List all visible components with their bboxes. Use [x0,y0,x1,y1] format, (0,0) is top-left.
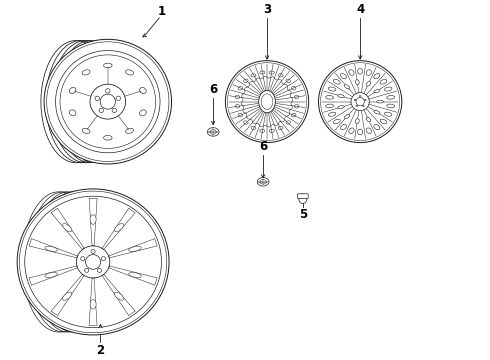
Ellipse shape [387,95,394,99]
Ellipse shape [257,177,269,186]
Text: 4: 4 [356,3,364,16]
Ellipse shape [387,104,394,108]
Text: 6: 6 [259,140,267,153]
Ellipse shape [115,224,123,232]
Ellipse shape [299,194,307,203]
Ellipse shape [374,111,380,114]
Text: 6: 6 [209,83,217,96]
Ellipse shape [334,119,340,124]
Ellipse shape [377,100,384,103]
Ellipse shape [366,117,370,122]
Ellipse shape [338,106,344,109]
Ellipse shape [45,246,57,251]
Ellipse shape [344,114,350,118]
Text: 3: 3 [263,3,271,16]
Ellipse shape [374,89,380,93]
Ellipse shape [374,125,380,130]
Ellipse shape [129,273,141,278]
Ellipse shape [259,91,275,113]
Text: 2: 2 [97,344,104,357]
Text: 5: 5 [299,208,307,221]
Ellipse shape [17,189,169,335]
Ellipse shape [225,61,309,143]
Ellipse shape [380,80,387,84]
Ellipse shape [318,61,402,143]
Ellipse shape [207,128,219,136]
Ellipse shape [349,128,354,134]
Ellipse shape [358,129,363,135]
Ellipse shape [90,300,96,309]
Ellipse shape [328,87,336,91]
Ellipse shape [63,224,72,232]
Ellipse shape [366,70,371,75]
Ellipse shape [326,95,334,99]
Ellipse shape [355,80,359,85]
Ellipse shape [326,104,334,108]
Ellipse shape [374,73,380,79]
Ellipse shape [334,80,340,84]
FancyBboxPatch shape [297,194,308,198]
Ellipse shape [385,87,392,91]
Ellipse shape [341,73,346,79]
Ellipse shape [344,85,350,89]
Ellipse shape [338,95,344,98]
Ellipse shape [90,215,96,224]
Ellipse shape [63,292,72,300]
Ellipse shape [355,119,359,123]
Ellipse shape [45,273,57,278]
Ellipse shape [366,128,371,134]
Text: 1: 1 [158,5,166,18]
Ellipse shape [129,246,141,251]
Ellipse shape [349,70,354,75]
Ellipse shape [380,119,387,124]
Ellipse shape [115,292,123,300]
Ellipse shape [328,112,336,116]
Ellipse shape [358,68,363,74]
Ellipse shape [44,39,172,164]
Ellipse shape [341,125,346,130]
Ellipse shape [366,81,370,86]
Ellipse shape [385,112,392,116]
